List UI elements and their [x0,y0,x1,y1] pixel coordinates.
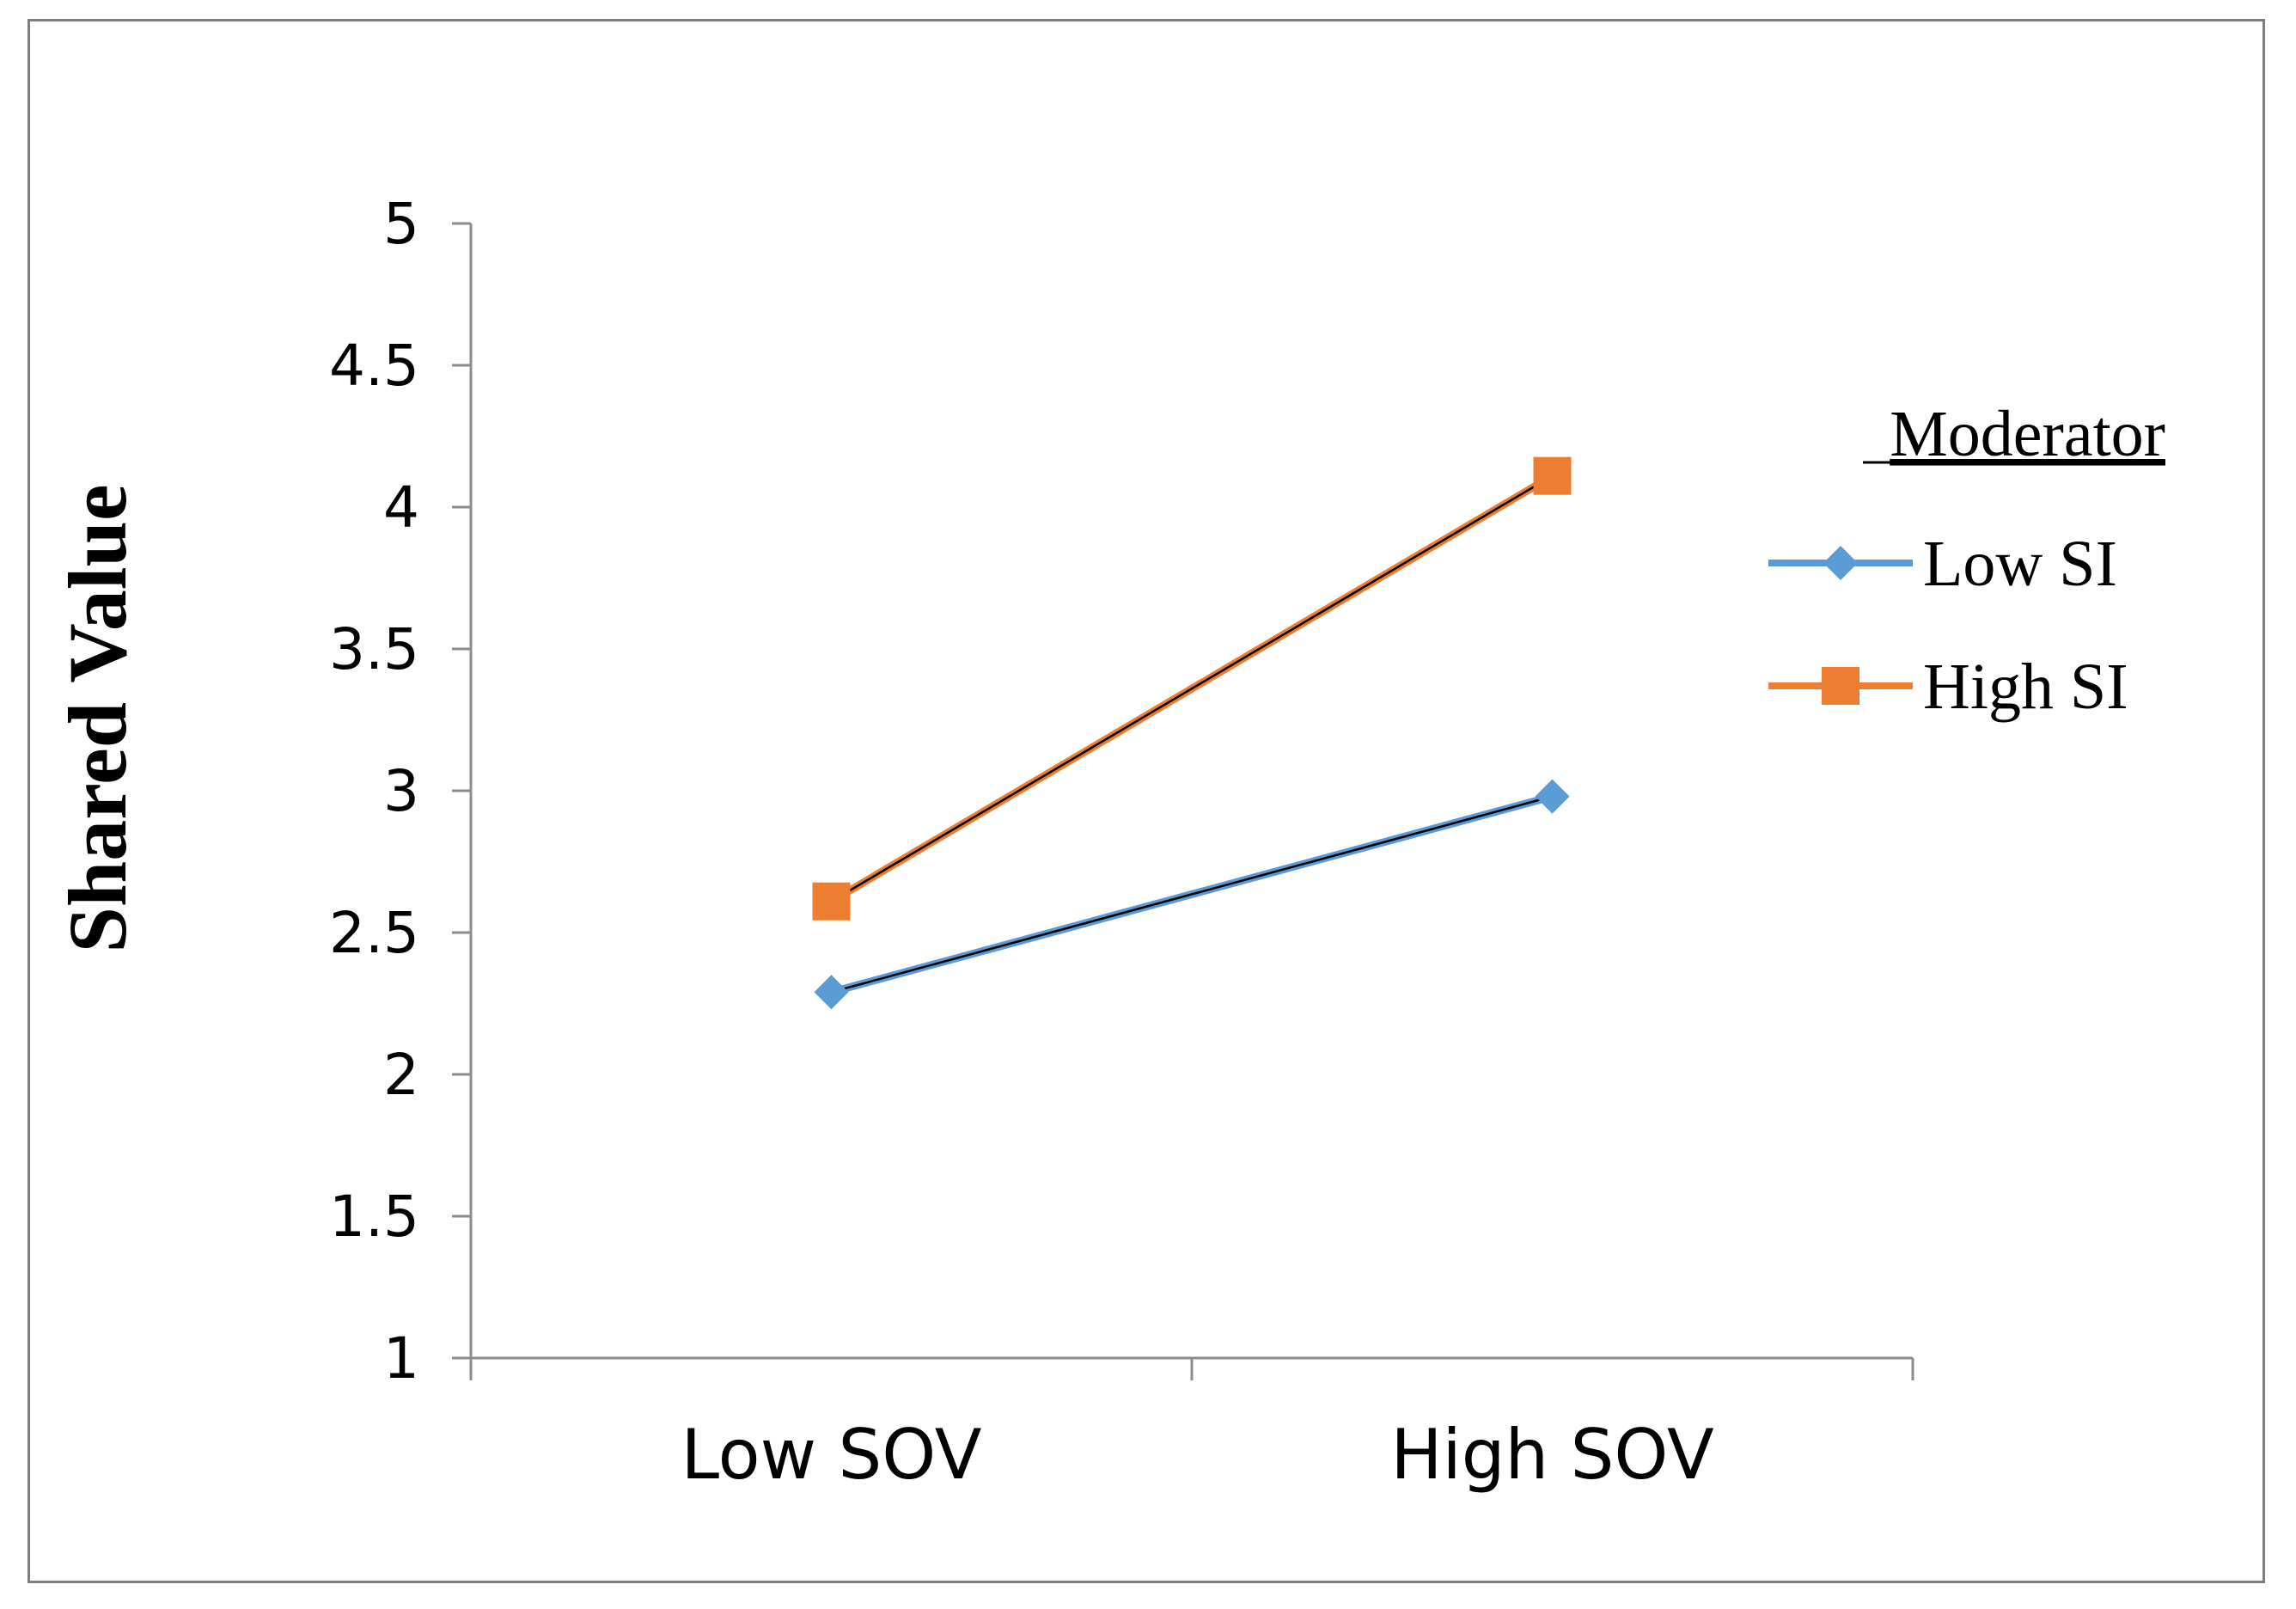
series-layer [812,456,1572,1010]
y-tick-label: 2.5 [329,900,419,966]
legend-label: High SI [1923,651,2128,723]
y-tick-label: 1 [383,1325,419,1392]
y-tick-label: 5 [383,191,419,257]
chart-frame [27,19,2265,1583]
y-tick-label: 3 [383,758,419,824]
legend-marker [1823,546,1858,580]
y-tick-label: 4.5 [329,333,419,399]
legend-label: Low SI [1923,528,2117,600]
data-point [812,882,851,921]
y-axis: 1 1.5 2 2.5 3 3.5 4 4.5 5 [329,191,473,1392]
series-low-si [814,779,1570,1010]
x-category-label: Low SOV [681,1415,981,1495]
y-tick-label: 2 [383,1042,419,1108]
legend-item-low-si: Low SI [1768,528,2117,600]
series-high-si [812,456,1572,921]
x-axis: Low SOV High SOV [469,1356,1914,1495]
data-point [1533,456,1572,495]
y-tick-label: 4 [383,474,419,541]
x-category-label: High SOV [1390,1415,1714,1495]
legend: Moderator Low SI High SI [1768,398,2165,723]
legend-item-high-si: High SI [1768,651,2128,723]
y-tick-label: 3.5 [329,616,419,682]
legend-title: Moderator [1890,398,2165,470]
legend-marker [1822,667,1859,705]
y-tick-label: 1.5 [329,1184,419,1250]
series-trend-line [830,474,1554,902]
series-trend-line [831,795,1553,994]
data-point [1535,779,1570,814]
y-axis-label: Shared Value [52,484,144,952]
data-point [814,975,849,1010]
